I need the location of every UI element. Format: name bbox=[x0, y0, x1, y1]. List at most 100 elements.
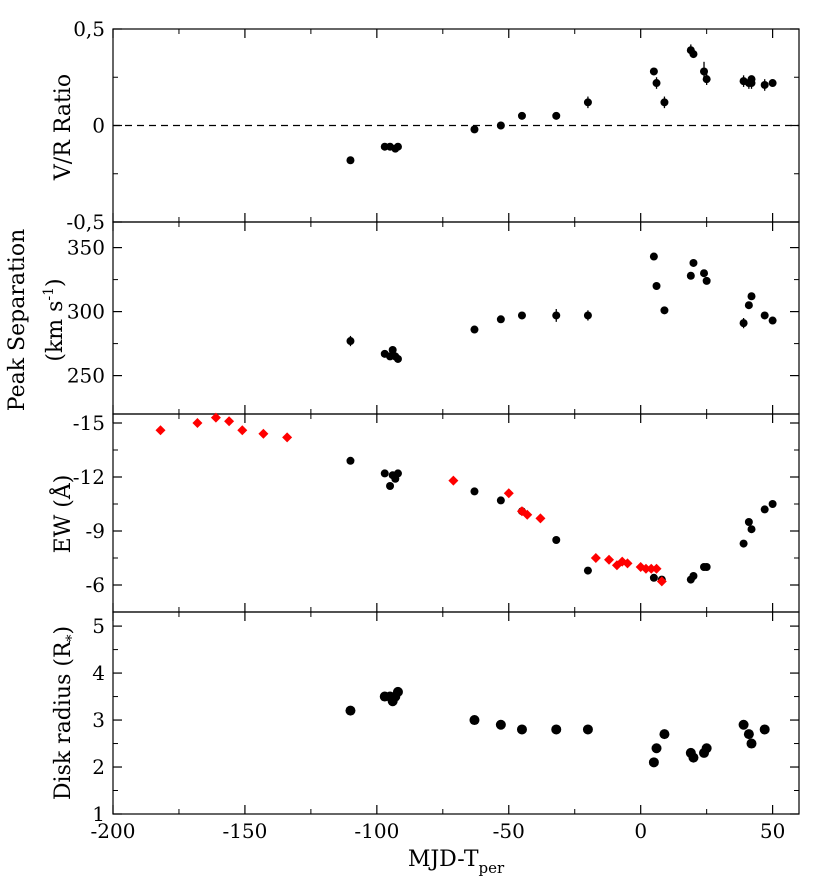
ew-data-point bbox=[747, 525, 756, 534]
disk-data-point bbox=[688, 752, 699, 763]
peak-data-point bbox=[768, 316, 777, 325]
ew-data-point bbox=[386, 482, 395, 490]
peak-data-point bbox=[689, 258, 698, 267]
x-tick-label: -100 bbox=[354, 819, 399, 843]
ew-red-diamond-point bbox=[522, 509, 533, 520]
peak-data-point bbox=[739, 319, 748, 328]
peak-ylabel-line1: Peak Separation bbox=[5, 229, 30, 412]
disk-data-point bbox=[392, 686, 403, 697]
disk-data-point bbox=[743, 729, 754, 740]
y-tick-label: 0,5 bbox=[73, 17, 105, 41]
vr-data-point bbox=[346, 156, 355, 165]
vr-data-point bbox=[496, 121, 505, 130]
ew-ylabel: EW (Å) bbox=[48, 475, 76, 554]
vr-data-point bbox=[768, 79, 777, 88]
peak-data-point bbox=[744, 301, 753, 310]
peak-ylabel-close: ) bbox=[43, 278, 68, 287]
disk-data-point bbox=[516, 724, 527, 735]
peak-data-point bbox=[583, 311, 592, 320]
ew-data-point bbox=[393, 469, 402, 478]
y-tick-label: 4 bbox=[92, 661, 105, 685]
ew-data-point bbox=[744, 518, 753, 526]
ew-data-point bbox=[649, 573, 658, 582]
disk-data-point bbox=[738, 719, 749, 730]
ew-data-point bbox=[380, 469, 389, 478]
peak-data-point bbox=[496, 315, 505, 324]
y-tick-label: 0 bbox=[92, 114, 105, 138]
disk-data-point bbox=[746, 738, 757, 749]
ew-data-point bbox=[702, 563, 711, 571]
vr-data-point bbox=[470, 125, 479, 134]
disk-data-point bbox=[495, 719, 506, 730]
peak-ylabel-sup: -1 bbox=[41, 287, 57, 301]
vr-data-point bbox=[393, 142, 402, 151]
peak-data-point bbox=[660, 306, 669, 315]
y-tick-label: 3 bbox=[92, 708, 105, 732]
peak-ylabel-unit: (km s bbox=[43, 301, 68, 362]
ew-red-diamond-point bbox=[155, 425, 166, 436]
ew-red-diamond-point bbox=[237, 425, 248, 436]
ew-red-diamond-point bbox=[503, 488, 514, 499]
vr-data-point bbox=[702, 75, 711, 84]
peak-panel-frame bbox=[112, 221, 800, 415]
y-tick-label: 1 bbox=[92, 802, 105, 826]
x-tick-label: -200 bbox=[91, 819, 136, 843]
vr-data-point bbox=[552, 111, 561, 120]
disk-data-point bbox=[551, 724, 562, 735]
disk-ylabel: Disk radius (R*) bbox=[51, 626, 80, 800]
peak-data-point bbox=[652, 282, 661, 290]
peak-data-point bbox=[760, 311, 769, 320]
y-tick-label: 2 bbox=[92, 755, 105, 779]
vr-data-point bbox=[652, 79, 661, 88]
ew-data-point bbox=[470, 487, 479, 496]
vr-data-point bbox=[747, 75, 756, 84]
disk-data-point bbox=[582, 724, 593, 735]
y-tick-label: -15 bbox=[73, 411, 105, 435]
y-tick-label: 250 bbox=[67, 364, 105, 388]
vr-data-point bbox=[517, 111, 526, 120]
peak-data-point bbox=[649, 252, 658, 261]
y-tick-label: -12 bbox=[73, 465, 105, 489]
disk-panel-frame bbox=[112, 611, 800, 815]
disk-ylabel-sub: * bbox=[64, 634, 80, 641]
ew-red-diamond-point bbox=[192, 418, 203, 428]
peak-data-point bbox=[517, 311, 526, 320]
x-axis-label-sub: per bbox=[479, 859, 505, 877]
peak-data-point bbox=[700, 269, 709, 278]
vr-data-point bbox=[649, 67, 658, 76]
ew-data-point bbox=[689, 572, 698, 580]
peak-data-point bbox=[686, 271, 695, 280]
ew-data-point bbox=[496, 496, 505, 505]
disk-ylabel-main: Disk radius (R bbox=[51, 640, 76, 800]
y-tick-label: 350 bbox=[67, 236, 105, 260]
ew-red-diamond-point bbox=[590, 553, 601, 563]
disk-data-point bbox=[659, 729, 670, 740]
vr-data-point bbox=[583, 98, 592, 107]
disk-data-point bbox=[651, 743, 662, 754]
disk-ylabel-close: ) bbox=[51, 626, 76, 635]
ew-data-point bbox=[768, 500, 777, 508]
x-tick-label: -150 bbox=[222, 819, 267, 843]
ew-red-diamond-point bbox=[640, 563, 651, 574]
ew-data-point bbox=[346, 456, 355, 465]
peak-data-point bbox=[388, 346, 397, 354]
vr-data-point bbox=[660, 98, 669, 107]
x-axis-label: MJD-Tper bbox=[408, 847, 505, 877]
ew-data-point bbox=[583, 566, 592, 575]
vr-ylabel: V/R Ratio bbox=[51, 74, 76, 181]
disk-data-point bbox=[701, 743, 712, 754]
peak-data-point bbox=[470, 325, 479, 334]
vr-data-point bbox=[760, 80, 769, 89]
disk-data-point bbox=[759, 724, 770, 735]
ew-data-point bbox=[760, 505, 769, 514]
ew-red-diamond-point bbox=[448, 475, 459, 486]
ew-red-diamond-point bbox=[651, 563, 662, 574]
x-tick-label: -50 bbox=[493, 819, 525, 843]
ew-red-diamond-point bbox=[535, 513, 546, 524]
vr-data-point bbox=[689, 50, 698, 59]
peak-data-point bbox=[552, 311, 561, 320]
y-tick-label: -9 bbox=[86, 519, 105, 543]
x-tick-label: 0 bbox=[634, 819, 647, 843]
peak-data-point bbox=[393, 354, 402, 363]
